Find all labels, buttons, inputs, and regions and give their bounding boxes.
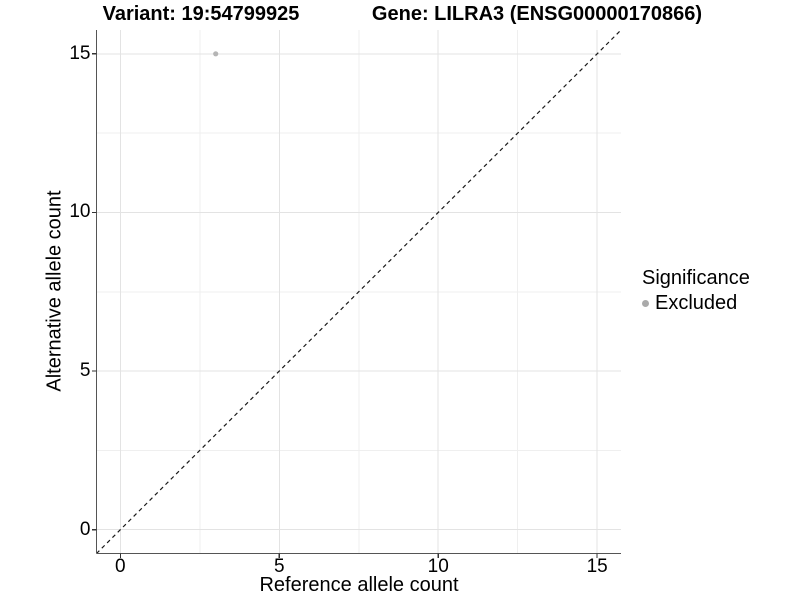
- y-tick-label: 15: [69, 42, 91, 64]
- y-tick-label: 0: [79, 518, 91, 540]
- identity-dashed-line: [96, 29, 622, 554]
- x-axis-title: Reference allele count: [259, 574, 459, 596]
- y-tick-label: 5: [79, 360, 91, 382]
- x-tick-label: 0: [115, 556, 126, 577]
- legend: Significance Excluded: [642, 266, 750, 315]
- y-tick-label: 10: [69, 201, 91, 223]
- plot-title-gene: Gene: LILRA3 (ENSG00000170866): [371, 3, 703, 25]
- legend-title: Significance: [642, 267, 750, 289]
- plot-title-variant: Variant: 19:54799925: [102, 3, 300, 25]
- legend-item-excluded: Excluded: [642, 292, 750, 315]
- legend-item-label: Excluded: [655, 292, 738, 314]
- data-point: [213, 51, 219, 57]
- legend-key-dot-icon: [642, 300, 649, 307]
- x-tick-label: 15: [586, 556, 608, 577]
- x-tick-label: 10: [427, 556, 449, 577]
- y-axis-title: Alternative allele count: [43, 190, 66, 392]
- x-tick-label: 5: [273, 556, 285, 577]
